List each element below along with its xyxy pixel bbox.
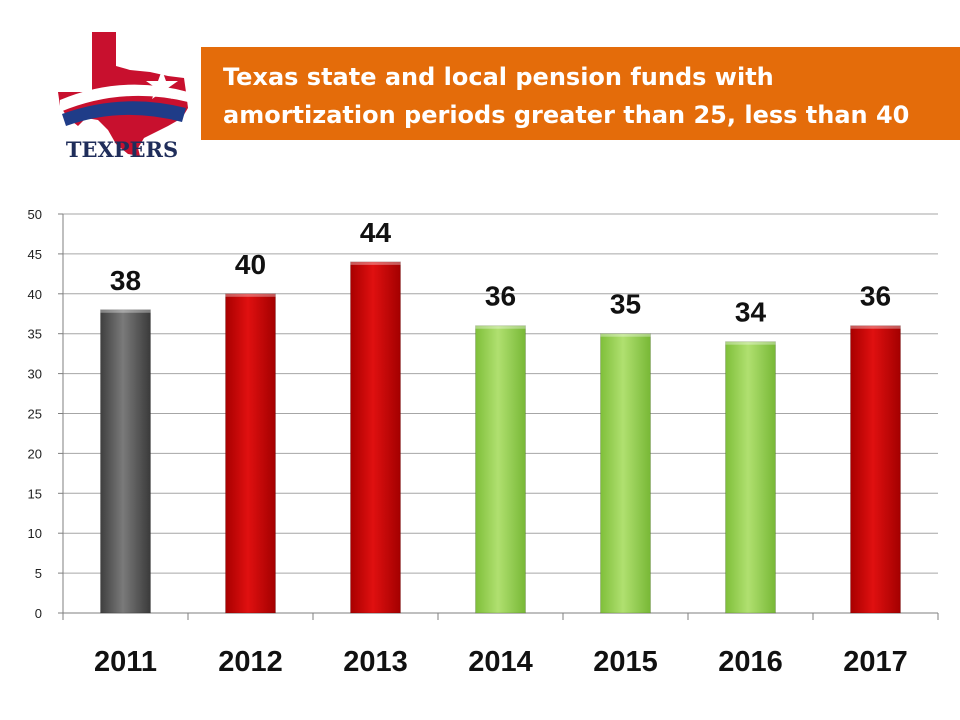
x-tick-label-2014: 2014 xyxy=(468,646,533,678)
bar-2014 xyxy=(475,325,526,614)
title-line-2: amortization periods greater than 25, le… xyxy=(223,101,910,129)
data-label-2015: 35 xyxy=(610,289,641,320)
y-tick-label: 40 xyxy=(28,287,42,302)
star-icon xyxy=(146,70,178,99)
y-tick-label: 0 xyxy=(35,606,42,621)
data-label-2011: 38 xyxy=(110,265,141,296)
y-tick-label: 45 xyxy=(28,247,42,262)
x-tick-label-2017: 2017 xyxy=(843,646,908,678)
x-tick-label-2015: 2015 xyxy=(593,646,658,678)
x-tick-label-2013: 2013 xyxy=(343,646,408,678)
data-label-2014: 36 xyxy=(485,281,516,312)
texpers-logo: TEXPERS xyxy=(52,26,192,164)
bar-cap-2012 xyxy=(225,293,276,297)
data-label-2012: 40 xyxy=(235,249,266,280)
y-tick-label: 20 xyxy=(28,446,42,461)
y-tick-label: 50 xyxy=(28,207,42,222)
swoosh-blue xyxy=(62,101,186,126)
data-label-2016: 34 xyxy=(735,297,767,328)
y-tick-label: 25 xyxy=(28,407,42,422)
bar-cap-2017 xyxy=(850,325,901,329)
bar-2011 xyxy=(100,309,151,614)
bar-cap-2015 xyxy=(600,333,651,337)
bar-2016 xyxy=(725,341,776,614)
title-line-1: Texas state and local pension funds with xyxy=(223,63,774,91)
bar-cap-2013 xyxy=(350,261,401,265)
y-tick-label: 5 xyxy=(35,566,42,581)
bar-2015 xyxy=(600,333,651,614)
bar-cap-2011 xyxy=(100,309,151,313)
x-tick-label-2012: 2012 xyxy=(218,646,283,678)
title-banner: Texas state and local pension funds with… xyxy=(201,47,960,140)
x-tick-label-2011: 2011 xyxy=(94,646,157,678)
data-label-2013: 44 xyxy=(360,217,392,248)
x-tick-label-2016: 2016 xyxy=(718,646,783,678)
data-label-2017: 36 xyxy=(860,281,891,312)
y-tick-label: 15 xyxy=(28,486,42,501)
bar-chart: 0 5 10 15 20 25 30 35 40 45 50 38 2011 40 2012 44 2013 3… xyxy=(28,207,939,678)
logo-text: TEXPERS xyxy=(66,137,178,162)
bar-cap-2016 xyxy=(725,341,776,345)
bar-2013 xyxy=(350,261,401,614)
y-tick-label: 10 xyxy=(28,526,42,541)
bar-cap-2014 xyxy=(475,325,526,329)
y-tick-label: 35 xyxy=(28,327,42,342)
y-tick-label: 30 xyxy=(28,367,42,382)
bar-2012 xyxy=(225,293,276,614)
bar-2017 xyxy=(850,325,901,614)
